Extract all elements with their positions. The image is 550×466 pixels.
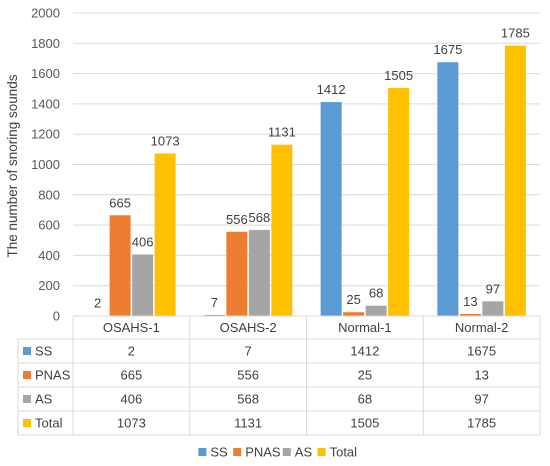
y-tick-label-1800: 1800 <box>31 36 60 51</box>
y-tick-label-400: 400 <box>38 248 60 263</box>
table-cell-pnas-osahs-1: 665 <box>121 368 143 383</box>
legend-swatch-pnas <box>233 448 242 456</box>
table-cell-total-osahs-2: 1131 <box>234 416 262 431</box>
category-label-osahs-2: OSAHS-2 <box>220 320 277 335</box>
data-label-ss-osahs-2: 7 <box>211 295 218 310</box>
data-label-total-osahs-2: 1131 <box>268 125 296 140</box>
bar-total-normal-2 <box>504 45 526 316</box>
table-cell-total-normal-1: 1505 <box>350 416 379 431</box>
data-label-total-osahs-1: 1073 <box>151 133 180 148</box>
bar-pnas-normal-2 <box>459 314 481 316</box>
data-label-ss-osahs-1: 2 <box>94 296 101 311</box>
table-cell-pnas-normal-2: 13 <box>474 368 488 383</box>
data-label-pnas-normal-2: 13 <box>463 294 477 309</box>
y-tick-label-2000: 2000 <box>31 6 60 21</box>
data-label-as-normal-2: 97 <box>486 281 500 296</box>
data-labels: 2 665 406 1073 7 556 568 1131 1412 25 68 1505 1675 13… <box>94 26 530 311</box>
bar-pnas-normal-1 <box>343 312 365 316</box>
data-label-as-osahs-2: 568 <box>249 210 271 225</box>
bar-as-normal-2 <box>482 301 504 316</box>
y-tick-label-1400: 1400 <box>31 96 60 111</box>
table-cell-as-osahs-1: 406 <box>121 392 143 407</box>
legend-label-as: AS <box>295 445 313 460</box>
bar-ss-osahs-2 <box>203 314 225 316</box>
data-label-pnas-osahs-1: 665 <box>109 195 131 210</box>
data-label-as-normal-1: 68 <box>369 286 383 301</box>
table-key-pnas <box>23 371 31 379</box>
bar-pnas-osahs-1 <box>109 215 131 316</box>
table-cell-ss-normal-2: 1675 <box>467 344 496 359</box>
table-row-label-total: Total <box>35 416 63 431</box>
table-cell-pnas-osahs-2: 556 <box>237 368 259 383</box>
table-cell-ss-osahs-2: 7 <box>245 344 252 359</box>
bar-as-normal-1 <box>365 305 387 316</box>
legend-swatch-total <box>317 448 326 456</box>
y-axis-ticks: 0 200 400 600 800 1000 1200 1400 1600 1800 2000 <box>31 6 60 324</box>
bar-ss-normal-1 <box>320 102 342 316</box>
category-label-osahs-1: OSAHS-1 <box>103 320 160 335</box>
data-label-ss-normal-2: 1675 <box>433 42 462 57</box>
table-cell-as-normal-2: 97 <box>474 392 488 407</box>
bar-as-osahs-2 <box>248 229 270 316</box>
legend-label-pnas: PNAS <box>245 445 281 460</box>
y-tick-label-800: 800 <box>38 187 60 202</box>
bar-ss-normal-2 <box>437 62 459 316</box>
table-cell-ss-osahs-1: 2 <box>128 344 135 359</box>
data-label-as-osahs-1: 406 <box>132 234 154 249</box>
data-label-pnas-normal-1: 25 <box>346 292 360 307</box>
legend-label-total: Total <box>330 445 358 460</box>
y-tick-label-1000: 1000 <box>31 157 60 172</box>
table-cell-total-normal-2: 1785 <box>467 416 496 431</box>
category-label-normal-1: Normal-1 <box>338 320 391 335</box>
data-label-pnas-osahs-2: 556 <box>226 212 248 227</box>
data-label-total-normal-1: 1505 <box>384 68 413 83</box>
data-label-total-normal-2: 1785 <box>501 26 530 41</box>
bar-as-osahs-1 <box>132 254 154 316</box>
bar-total-normal-1 <box>388 87 410 317</box>
table-key-total <box>23 419 31 427</box>
table-cell-total-osahs-1: 1073 <box>117 416 146 431</box>
bar-pnas-osahs-2 <box>226 231 248 316</box>
legend: SS PNAS AS Total <box>198 445 357 460</box>
bar-total-osahs-1 <box>154 153 176 316</box>
table-cell-ss-normal-1: 1412 <box>350 344 379 359</box>
table-key-ss <box>23 347 31 355</box>
table-row-label-ss: SS <box>35 344 53 359</box>
y-tick-label-600: 600 <box>38 218 60 233</box>
y-tick-label-1600: 1600 <box>31 66 60 81</box>
legend-label-ss: SS <box>210 445 228 460</box>
y-axis-label: The number of snoring sounds <box>5 74 20 257</box>
table-row-label-as: AS <box>35 392 53 407</box>
bar-total-osahs-2 <box>271 144 293 316</box>
legend-swatch-ss <box>198 448 207 456</box>
y-tick-label-200: 200 <box>38 278 60 293</box>
legend-swatch-as <box>282 448 291 456</box>
table-cell-as-normal-1: 68 <box>358 392 372 407</box>
y-tick-label-0: 0 <box>53 309 60 324</box>
table-key-as <box>23 395 31 403</box>
table-cell-pnas-normal-1: 25 <box>358 368 372 383</box>
category-label-normal-2: Normal-2 <box>455 320 508 335</box>
bars <box>87 45 526 317</box>
data-label-ss-normal-1: 1412 <box>317 82 346 97</box>
table-row-label-pnas: PNAS <box>35 368 71 383</box>
data-table: OSAHS-1 OSAHS-2 Normal-1 Normal-2 SS 2 7 1412 16… <box>17 315 541 436</box>
table-cell-as-osahs-2: 568 <box>237 392 259 407</box>
y-tick-label-1200: 1200 <box>31 127 60 142</box>
